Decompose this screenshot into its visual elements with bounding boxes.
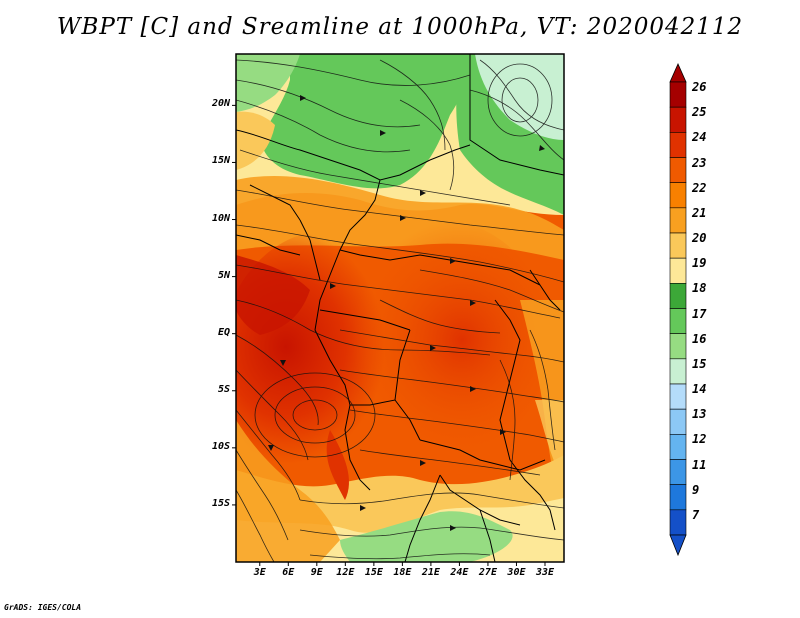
wbpt-region-sw-21 <box>236 420 340 562</box>
lon-tick-label: 12E <box>336 567 355 578</box>
colorbar-label: 21 <box>692 205 707 220</box>
wbpt-region-west-max <box>236 255 310 335</box>
streamlines <box>236 59 564 562</box>
colorbar-label: 7 <box>692 507 700 522</box>
wbpt-region-17-18 <box>236 54 300 112</box>
colorbar-label: 19 <box>692 256 707 271</box>
wbpt-region-coast <box>326 430 350 500</box>
lon-ticks <box>259 562 546 566</box>
lon-tick-label: 3E <box>253 567 266 578</box>
country-borders <box>236 54 564 562</box>
colorbar-label: 13 <box>692 407 707 422</box>
lat-tick-label: 15N <box>211 155 230 167</box>
lat-tick-label: 20N <box>211 98 230 110</box>
lat-tick-label: 5N <box>217 269 230 281</box>
lon-tick-label: 21E <box>421 567 440 578</box>
lat-tick-label: 15S <box>211 497 230 509</box>
lon-tick-label: 30E <box>507 567 526 578</box>
colorbar-label: 22 <box>692 180 707 195</box>
colorbar-label: 20 <box>692 231 707 245</box>
colorbar-label: 26 <box>692 80 707 94</box>
colorbar-label: 17 <box>692 306 707 321</box>
lat-tick-label: 10N <box>211 212 230 224</box>
wbpt-region-south-green <box>340 511 513 562</box>
chart-title: WBPT [C] and Sreamline at 1000hPa, VT: 2… <box>56 14 744 40</box>
colorbar-label: 12 <box>692 432 707 447</box>
colorbar-label: 24 <box>692 130 707 145</box>
lat-tick-label: 10S <box>211 440 230 452</box>
colorbar-label: 18 <box>692 281 707 296</box>
lat-tick-label: EQ <box>217 326 230 338</box>
colorbar-label: 11 <box>692 457 707 472</box>
wbpt-region-north-band <box>236 111 275 170</box>
streamline-arrows <box>268 95 545 531</box>
lat-tick-label: 5S <box>217 383 230 395</box>
lon-tick-label: 18E <box>393 567 412 578</box>
lon-tick-label: 27E <box>478 567 497 578</box>
lat-ticks <box>232 104 236 506</box>
wbpt-region-16-17 <box>260 54 470 189</box>
map-frame <box>235 53 565 563</box>
grads-credit: GrADS: IGES/COLA <box>4 603 82 612</box>
lon-tick-label: 33E <box>535 567 555 578</box>
colorbar-label: 25 <box>692 105 707 120</box>
lon-tick-label: 6E <box>282 567 295 578</box>
colorbar-label: 14 <box>692 382 707 396</box>
colorbar-label: 16 <box>692 331 707 346</box>
lon-tick-label: 24E <box>450 567 469 578</box>
map-field <box>236 54 564 562</box>
colorbar-label: 9 <box>692 482 700 497</box>
colorbar-label: 15 <box>692 356 707 371</box>
colorbar-label: 23 <box>692 155 707 170</box>
lon-tick-label: 15E <box>364 567 383 578</box>
lon-tick-label: 9E <box>310 567 323 578</box>
